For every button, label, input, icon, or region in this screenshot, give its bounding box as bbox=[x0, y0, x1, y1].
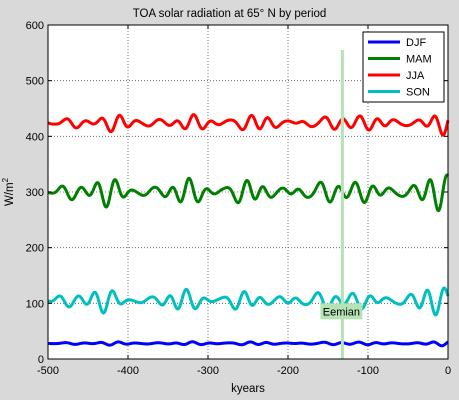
legend: DJF MAM JJA SON bbox=[362, 31, 445, 103]
x-tick-label: -100 bbox=[357, 365, 379, 377]
y-tick-label: 200 bbox=[26, 243, 44, 255]
y-tick-label: 500 bbox=[26, 76, 44, 88]
series-line-jja bbox=[47, 113, 450, 137]
y-tick-label: 100 bbox=[26, 298, 44, 310]
legend-label-mam: MAM bbox=[406, 54, 432, 66]
y-tick-label: 0 bbox=[38, 354, 44, 366]
x-tick-label: -200 bbox=[277, 365, 299, 377]
series-line-mam bbox=[47, 173, 450, 213]
x-axis-label: kyears bbox=[231, 383, 265, 395]
series-line-son bbox=[47, 286, 450, 317]
x-axis-ticks: -500 -400 -300 -200 -100 0 bbox=[37, 25, 451, 377]
eemian-annotation: Eemian bbox=[320, 50, 363, 359]
eemian-label-box bbox=[320, 303, 363, 320]
y-axis-ticks: 0 100 200 300 400 500 600 bbox=[26, 20, 448, 366]
y-tick-label: 300 bbox=[26, 187, 44, 199]
y-axis-label-superscript: 2 bbox=[1, 177, 10, 182]
y-axis-label: W/m2 bbox=[1, 177, 16, 206]
x-tick-label: 0 bbox=[445, 365, 451, 377]
y-axis-label-unit: W/m bbox=[4, 182, 16, 206]
x-tick-label: -300 bbox=[197, 365, 219, 377]
x-tick-label: -400 bbox=[117, 365, 139, 377]
x-tick-label: -500 bbox=[37, 365, 59, 377]
legend-label-jja: JJA bbox=[406, 70, 425, 82]
series-line-djf bbox=[47, 340, 449, 348]
chart-title: TOA solar radiation at 65° N by period bbox=[133, 8, 327, 20]
y-tick-label: 400 bbox=[26, 131, 44, 143]
legend-label-son: SON bbox=[406, 87, 430, 99]
series-layer bbox=[47, 113, 450, 348]
y-tick-label: 600 bbox=[26, 20, 44, 32]
legend-label-djf: DJF bbox=[406, 37, 426, 49]
eemian-label: Eemian bbox=[323, 306, 360, 318]
